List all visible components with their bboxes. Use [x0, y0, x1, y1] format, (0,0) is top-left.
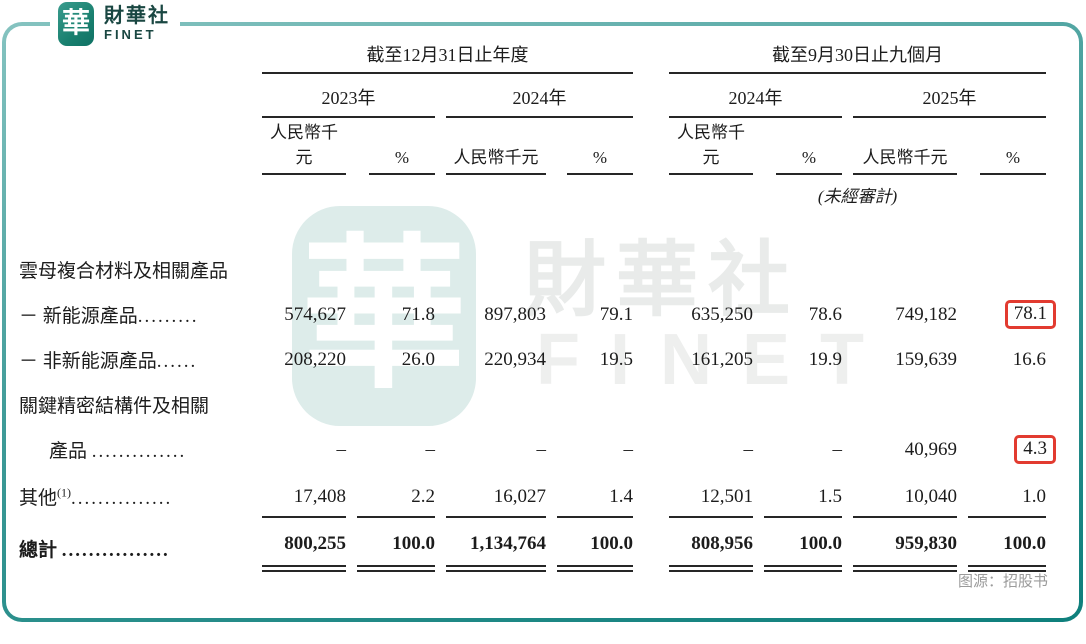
spacer — [644, 118, 658, 175]
table-cell: 10,040 — [853, 472, 957, 518]
unit-amount-2024: 人民幣千元 — [446, 118, 546, 175]
table-cell: 26.0 — [401, 348, 435, 370]
unit-pct-9m-2024: % — [764, 118, 842, 175]
table-cell: – — [623, 438, 634, 460]
logo-glyph: 華 — [61, 8, 90, 39]
unit-pct-2023: % — [357, 118, 435, 175]
table-cell: 71.8 — [401, 303, 435, 325]
table-cell: 40,969 — [904, 438, 957, 460]
empty-cell — [19, 74, 251, 118]
category-label: 關鍵精密結構件及相關 — [19, 396, 210, 417]
row-label: － 非新能源產品...... — [19, 351, 198, 372]
table-cell: 12,501 — [669, 472, 753, 518]
table-cell: 17,408 — [262, 472, 346, 518]
year-header-2023: 2023年 — [262, 74, 435, 118]
logo-text: 財華社 FINET — [104, 5, 170, 43]
table-cell: 1,134,764 — [446, 518, 546, 572]
finet-logo: 華 財華社 FINET — [50, 0, 180, 48]
spacer — [644, 175, 658, 213]
revenue-table: 截至12月31日止年度 截至9月30日止九個月 2023年 2024年 2024… — [8, 40, 1057, 572]
year-header-9m-2025: 2025年 — [853, 74, 1046, 118]
empty-cell — [19, 175, 251, 213]
spacer — [644, 337, 658, 382]
table-cell: 78.6 — [808, 303, 842, 325]
highlight-box: 78.1 — [1004, 300, 1056, 329]
row-mica-category: 雲母複合材料及相關產品 — [19, 247, 1046, 292]
table-cell: 959,830 — [853, 518, 957, 572]
image-source-note: 图源：招股书 — [957, 573, 1048, 590]
unit-pct-9m-2025: % — [968, 118, 1046, 175]
empty-cell — [19, 118, 251, 175]
table-cell: 100.0 — [357, 518, 435, 572]
table-cell: – — [743, 438, 754, 460]
row-total: 總計 ................ 800,255 100.0 1,134,… — [19, 518, 1046, 572]
spacer-row — [19, 213, 1046, 247]
row-label: 產品 .............. — [49, 441, 187, 462]
table-cell: 16,027 — [446, 472, 546, 518]
table-cell: – — [536, 438, 547, 460]
row-precision-components-products: 產品 .............. – – – – – – 40,969 4.3 — [19, 427, 1056, 472]
table-cell: 100.0 — [557, 518, 633, 572]
table-cell: 100.0 — [968, 518, 1046, 572]
spacer — [644, 74, 658, 118]
group-header-9m: 截至9月30日止九個月 — [669, 40, 1046, 74]
table-cell: 79.1 — [599, 303, 633, 325]
unit-amount-2023: 人民幣千元 — [262, 118, 346, 175]
table-cell: 808,956 — [669, 518, 753, 572]
table-cell: – — [832, 438, 843, 460]
table-cell: 897,803 — [484, 303, 546, 325]
spacer — [644, 472, 658, 518]
table-cell: 635,250 — [691, 303, 753, 325]
table-cell: 800,255 — [262, 518, 346, 572]
table-cell: 19.5 — [599, 348, 633, 370]
row-label: 總計 ................ — [19, 540, 170, 561]
unit-amount-9m-2024: 人民幣千元 — [669, 118, 753, 175]
table-cell: 574,627 — [284, 303, 346, 325]
table-cell: 19.9 — [808, 348, 842, 370]
table-cell: 161,205 — [691, 348, 753, 370]
year-header-9m-2024: 2024年 — [669, 74, 842, 118]
category-label: 雲母複合材料及相關產品 — [19, 261, 229, 282]
logo-name-cn: 財華社 — [104, 5, 170, 28]
table-cell: 1.5 — [764, 472, 842, 518]
table-cell: – — [425, 438, 436, 460]
table-cell: 1.4 — [557, 472, 633, 518]
highlight-box: 4.3 — [1014, 435, 1056, 464]
table-cell: 2.2 — [357, 472, 435, 518]
row-label: － 新能源產品......... — [19, 306, 199, 327]
group-header-fy: 截至12月31日止年度 — [262, 40, 633, 74]
unit-pct-2024: % — [557, 118, 633, 175]
row-non-new-energy-products: － 非新能源產品...... 208,220 26.0 220,934 19.5… — [19, 337, 1046, 382]
unaudited-note: (未經審計) — [817, 186, 898, 206]
row-others: 其他(1)............... 17,408 2.2 16,027 1… — [19, 472, 1046, 518]
table-cell: 100.0 — [764, 518, 842, 572]
row-precision-components-category: 關鍵精密結構件及相關 — [19, 382, 1046, 427]
table-cell: 208,220 — [284, 348, 346, 370]
unit-header-row: 人民幣千元 % 人民幣千元 % 人民幣千元 % 人民幣千元 % — [19, 118, 1046, 175]
table-cell: 16.6 — [1012, 348, 1046, 370]
year-header-2024: 2024年 — [446, 74, 633, 118]
highlighted-cell: 4.3 — [968, 427, 1056, 472]
finet-logo-icon: 華 — [58, 2, 94, 46]
row-label: 其他(1)............... — [19, 485, 173, 509]
year-header-row: 2023年 2024年 2024年 2025年 — [19, 74, 1046, 118]
table-cell: 749,182 — [895, 303, 957, 325]
table-cell: 1.0 — [968, 472, 1046, 518]
logo-name-en: FINET — [104, 27, 157, 43]
spacer — [644, 292, 658, 337]
unit-amount-9m-2025: 人民幣千元 — [853, 118, 957, 175]
highlighted-cell: 78.1 — [968, 292, 1056, 337]
table-cell: 159,639 — [895, 348, 957, 370]
empty-cell — [262, 175, 633, 213]
spacer — [644, 427, 658, 472]
spacer — [644, 40, 658, 74]
table-cell: 220,934 — [484, 348, 546, 370]
unaudited-note-row: (未經審計) — [19, 175, 1046, 213]
spacer — [644, 518, 658, 572]
table-cell: – — [336, 438, 347, 460]
row-new-energy-products: － 新能源產品......... 574,627 71.8 897,803 79… — [19, 292, 1056, 337]
